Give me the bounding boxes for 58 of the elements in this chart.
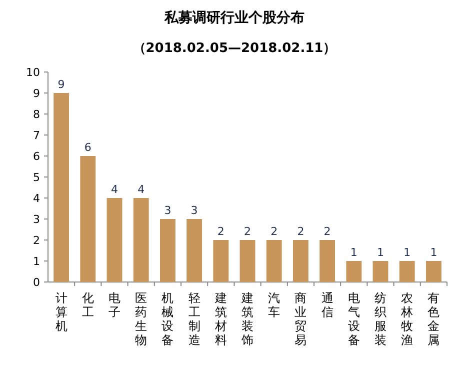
x-tick-label: 通信 xyxy=(321,291,334,319)
y-tick-label: 0 xyxy=(33,276,40,289)
data-label: 1 xyxy=(350,246,358,259)
y-tick-label: 2 xyxy=(33,234,40,247)
bar xyxy=(399,261,415,282)
bar xyxy=(80,156,96,282)
y-tick-label: 8 xyxy=(33,108,40,121)
data-label: 6 xyxy=(84,141,92,154)
data-label: 9 xyxy=(58,78,65,91)
x-tick-label: 电气设备 xyxy=(348,291,360,347)
bar xyxy=(372,261,388,282)
x-tick-label: 有色金属 xyxy=(428,291,440,347)
x-tick-label: 汽车 xyxy=(268,291,280,319)
x-tick-label: 化工 xyxy=(82,291,94,319)
chart-subtitle: （2018.02.05—2018.02.11） xyxy=(132,41,336,56)
x-tick-label: 电子 xyxy=(108,291,120,319)
x-tick-label: 商业贸易 xyxy=(294,291,307,347)
data-label: 2 xyxy=(217,225,224,238)
bar xyxy=(160,219,176,282)
data-label: 1 xyxy=(377,246,384,259)
x-tick-label: 农林牧渔 xyxy=(400,291,414,347)
y-tick-label: 6 xyxy=(33,150,40,163)
bar xyxy=(106,198,122,282)
y-tick-label: 3 xyxy=(33,213,40,226)
bar xyxy=(346,261,362,282)
data-label: 3 xyxy=(164,204,172,217)
x-tick-label: 纺织服装 xyxy=(374,291,386,347)
y-tick-label: 5 xyxy=(33,171,40,184)
data-label: 2 xyxy=(270,225,278,238)
data-label: 4 xyxy=(138,183,145,196)
x-tick-label: 计算机 xyxy=(55,291,68,333)
x-tick-label: 建筑装饰 xyxy=(240,291,254,347)
data-label: 2 xyxy=(324,225,331,238)
bar xyxy=(266,240,282,282)
bar xyxy=(320,240,336,282)
bar xyxy=(240,240,256,282)
y-tick-label: 1 xyxy=(33,255,40,268)
x-tick-label: 轻工制造 xyxy=(188,291,200,347)
bar xyxy=(292,240,308,282)
y-tick-label: 10 xyxy=(26,66,40,79)
data-label: 1 xyxy=(404,246,411,259)
bar xyxy=(54,93,70,282)
bar xyxy=(186,219,202,282)
data-label: 4 xyxy=(111,183,118,196)
chart-title: 私募调研行业个股分布 xyxy=(164,10,304,26)
y-tick-label: 9 xyxy=(33,87,40,100)
data-label: 1 xyxy=(430,246,438,259)
bar xyxy=(213,240,229,282)
bar xyxy=(133,198,149,282)
y-tick-label: 7 xyxy=(33,129,40,142)
data-label: 2 xyxy=(244,225,251,238)
x-tick-label: 建筑材料 xyxy=(214,291,227,347)
x-tick-label: 医药生物 xyxy=(135,291,148,347)
bar xyxy=(426,261,442,282)
y-tick-label: 4 xyxy=(33,192,40,205)
data-label: 2 xyxy=(297,225,304,238)
data-label: 3 xyxy=(190,204,198,217)
x-tick-label: 机械设备 xyxy=(162,291,174,347)
